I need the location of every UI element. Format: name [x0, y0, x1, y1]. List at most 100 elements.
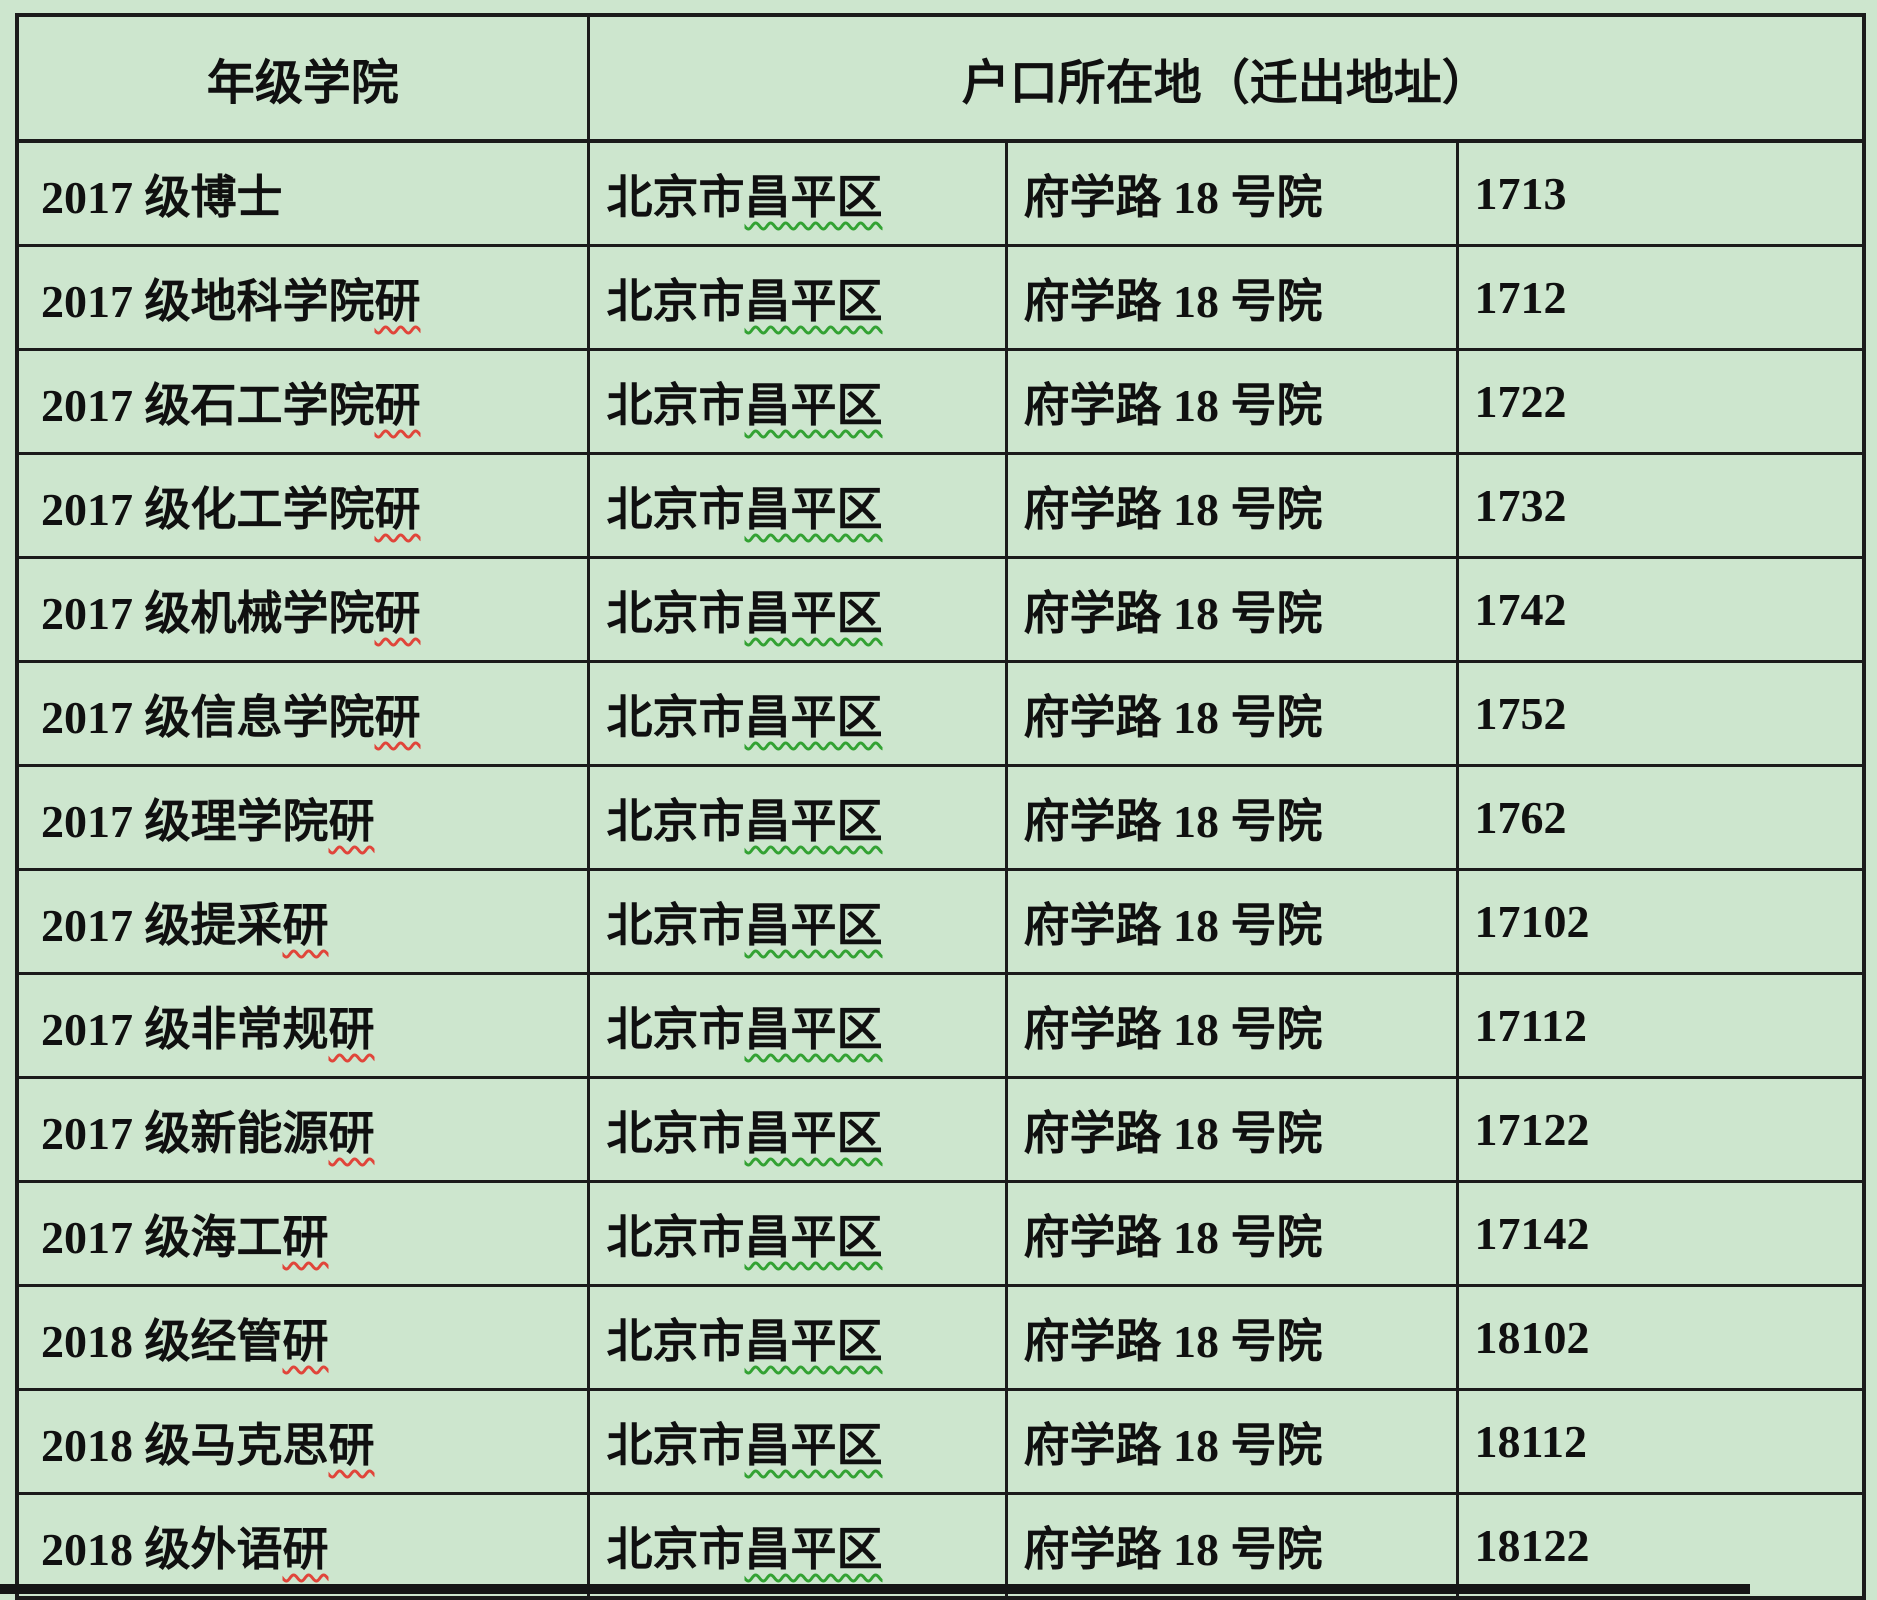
district-cell[interactable]: 北京市昌平区 [586, 1284, 1008, 1391]
college-text: 2017 级理学院 [41, 795, 329, 847]
college-cell[interactable]: 2017 级石工学院研 [15, 348, 590, 455]
district-text: 北京市 [606, 1211, 745, 1263]
district-spellcheck-text: 昌平区 [744, 1211, 883, 1263]
college-cell[interactable]: 2018 级马克思研 [15, 1388, 590, 1495]
street-cell[interactable]: 府学路 18 号院 [1004, 1492, 1459, 1600]
district-spellcheck-text: 昌平区 [744, 1003, 883, 1055]
district-text: 北京市 [606, 379, 745, 431]
number-cell[interactable]: 1713 [1455, 139, 1866, 247]
number-cell[interactable]: 18102 [1455, 1284, 1866, 1391]
district-cell[interactable]: 北京市昌平区 [586, 452, 1008, 559]
district-cell[interactable]: 北京市昌平区 [586, 1388, 1008, 1495]
college-cell[interactable]: 2017 级提采研 [15, 868, 590, 975]
street-text: 府学路 18 号院 [1023, 483, 1323, 535]
college-cell[interactable]: 2017 级信息学院研 [15, 660, 590, 767]
number-cell[interactable]: 1722 [1455, 348, 1866, 455]
district-cell[interactable]: 北京市昌平区 [586, 764, 1008, 871]
street-text: 府学路 18 号院 [1023, 587, 1323, 639]
header-row: 年级学院 户口所在地（迁出地址） [15, 13, 1866, 143]
number-cell[interactable]: 18122 [1455, 1492, 1866, 1600]
street-cell[interactable]: 府学路 18 号院 [1004, 452, 1459, 559]
street-cell[interactable]: 府学路 18 号院 [1004, 868, 1459, 975]
district-cell[interactable]: 北京市昌平区 [586, 972, 1008, 1079]
district-cell[interactable]: 北京市昌平区 [586, 868, 1008, 975]
college-cell[interactable]: 2017 级非常规研 [15, 972, 590, 1079]
college-text: 2017 级新能源 [41, 1107, 329, 1159]
street-text: 府学路 18 号院 [1023, 171, 1323, 223]
number-cell[interactable]: 1742 [1455, 556, 1866, 663]
college-cell[interactable]: 2017 级地科学院研 [15, 244, 590, 351]
district-cell[interactable]: 北京市昌平区 [586, 660, 1008, 767]
college-spellcheck-text: 研 [374, 587, 421, 639]
college-spellcheck-text: 研 [282, 1523, 329, 1575]
courtyard-number-text: 18112 [1474, 1416, 1587, 1467]
college-spellcheck-text: 研 [282, 899, 329, 951]
college-spellcheck-text: 研 [282, 1315, 329, 1367]
district-text: 北京市 [606, 1419, 745, 1471]
number-cell[interactable]: 1712 [1455, 244, 1866, 351]
header-cell-registration[interactable]: 户口所在地（迁出地址） [586, 13, 1866, 143]
college-text: 2017 级地科学院 [41, 275, 375, 327]
street-cell[interactable]: 府学路 18 号院 [1004, 244, 1459, 351]
college-cell[interactable]: 2018 级外语研 [15, 1492, 590, 1600]
street-text: 府学路 18 号院 [1023, 275, 1323, 327]
college-cell[interactable]: 2017 级理学院研 [15, 764, 590, 871]
number-cell[interactable]: 1732 [1455, 452, 1866, 559]
street-text: 府学路 18 号院 [1023, 1003, 1323, 1055]
district-cell[interactable]: 北京市昌平区 [586, 244, 1008, 351]
number-cell[interactable]: 1752 [1455, 660, 1866, 767]
district-cell[interactable]: 北京市昌平区 [586, 139, 1008, 247]
number-cell[interactable]: 18112 [1455, 1388, 1866, 1495]
district-cell[interactable]: 北京市昌平区 [586, 1076, 1008, 1183]
courtyard-number-text: 1712 [1474, 272, 1567, 323]
courtyard-number-text: 1752 [1474, 688, 1567, 739]
street-cell[interactable]: 府学路 18 号院 [1004, 972, 1459, 1079]
street-cell[interactable]: 府学路 18 号院 [1004, 556, 1459, 663]
street-cell[interactable]: 府学路 18 号院 [1004, 660, 1459, 767]
district-cell[interactable]: 北京市昌平区 [586, 1492, 1008, 1600]
table-row: 2017 级海工研 北京市昌平区 府学路 18 号院 17142 [15, 1180, 1866, 1287]
street-cell[interactable]: 府学路 18 号院 [1004, 1076, 1459, 1183]
street-cell[interactable]: 府学路 18 号院 [1004, 1180, 1459, 1287]
courtyard-number-text: 18102 [1474, 1312, 1590, 1363]
street-cell[interactable]: 府学路 18 号院 [1004, 764, 1459, 871]
district-text: 北京市 [606, 691, 745, 743]
number-cell[interactable]: 17142 [1455, 1180, 1866, 1287]
district-text: 北京市 [606, 1315, 745, 1367]
college-text: 2018 级马克思 [41, 1419, 329, 1471]
district-text: 北京市 [606, 275, 745, 327]
number-cell[interactable]: 17102 [1455, 868, 1866, 975]
district-spellcheck-text: 昌平区 [744, 691, 883, 743]
college-cell[interactable]: 2017 级机械学院研 [15, 556, 590, 663]
table-row: 2017 级理学院研 北京市昌平区 府学路 18 号院 1762 [15, 764, 1866, 871]
number-cell[interactable]: 17112 [1455, 972, 1866, 1079]
college-text: 2017 级石工学院 [41, 379, 375, 431]
street-cell[interactable]: 府学路 18 号院 [1004, 1284, 1459, 1391]
street-cell[interactable]: 府学路 18 号院 [1004, 1388, 1459, 1495]
college-text: 2018 级外语 [41, 1523, 283, 1575]
college-cell[interactable]: 2018 级经管研 [15, 1284, 590, 1391]
courtyard-number-text: 1713 [1474, 168, 1567, 219]
district-cell[interactable]: 北京市昌平区 [586, 348, 1008, 455]
college-text: 2017 级化工学院 [41, 483, 375, 535]
district-spellcheck-text: 昌平区 [744, 1315, 883, 1367]
college-spellcheck-text: 研 [282, 1211, 329, 1263]
header-cell-grade-college[interactable]: 年级学院 [15, 13, 590, 143]
district-cell[interactable]: 北京市昌平区 [586, 556, 1008, 663]
college-cell[interactable]: 2017 级化工学院研 [15, 452, 590, 559]
number-cell[interactable]: 1762 [1455, 764, 1866, 871]
college-cell[interactable]: 2017 级博士 [15, 139, 590, 247]
district-spellcheck-text: 昌平区 [744, 483, 883, 535]
courtyard-number-text: 1722 [1474, 376, 1567, 427]
college-cell[interactable]: 2017 级新能源研 [15, 1076, 590, 1183]
page-edge-line [0, 1584, 1750, 1594]
college-cell[interactable]: 2017 级海工研 [15, 1180, 590, 1287]
district-spellcheck-text: 昌平区 [744, 379, 883, 431]
number-cell[interactable]: 17122 [1455, 1076, 1866, 1183]
district-cell[interactable]: 北京市昌平区 [586, 1180, 1008, 1287]
street-cell[interactable]: 府学路 18 号院 [1004, 348, 1459, 455]
street-cell[interactable]: 府学路 18 号院 [1004, 139, 1459, 247]
table-row: 2018 级经管研 北京市昌平区 府学路 18 号院 18102 [15, 1284, 1866, 1391]
street-text: 府学路 18 号院 [1023, 1315, 1323, 1367]
